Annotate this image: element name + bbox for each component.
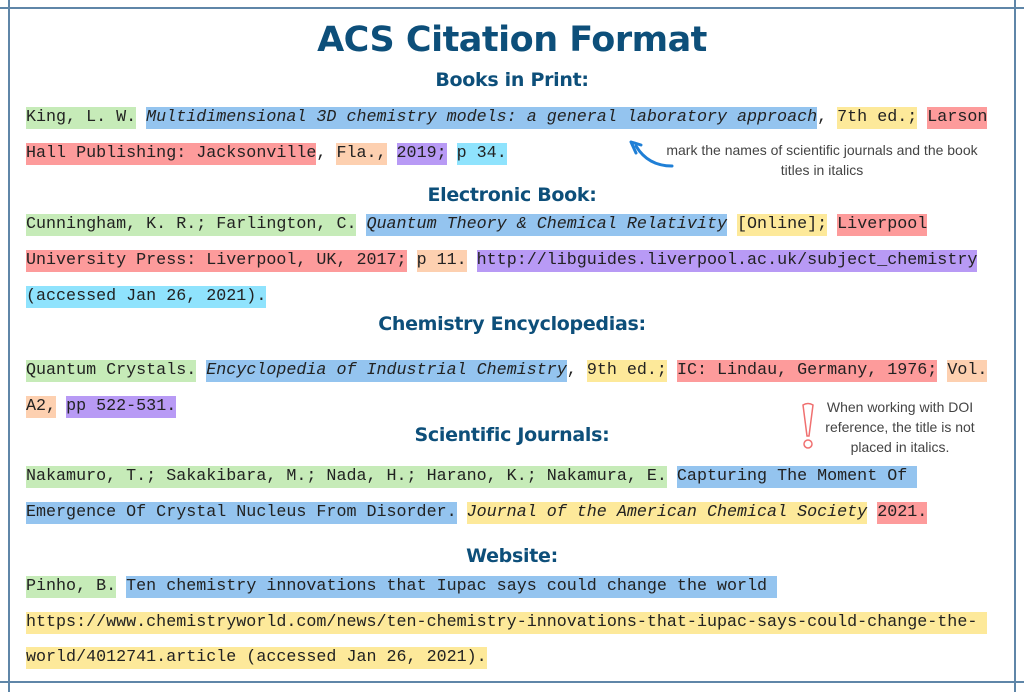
heading-books-in-print: Books in Print: (435, 69, 589, 91)
citation-line: Cunningham, K. R.; Farlington, C. Quantu… (26, 214, 928, 236)
citation-line: https://www.chemistryworld.com/news/ten-… (26, 612, 988, 634)
citation-segment: Cunningham, K. R.; Farlington, C. (26, 214, 357, 236)
citation-segment: IC: Lindau, Germany, 1976; (676, 360, 938, 382)
citation-segment: Journal of the American Chemical Society (466, 502, 868, 524)
citation-segment: 9th ed.; (586, 360, 667, 382)
separator: , (316, 144, 337, 163)
citation-segment: p 34. (456, 143, 507, 165)
citation-line: King, L. W. Multidimensional 3D chemistr… (26, 107, 988, 129)
heading-scientific-journals: Scientific Journals: (414, 424, 610, 446)
heading-chemistry-encyclopedias: Chemistry Encyclopedias: (378, 313, 646, 335)
citation-segment: Ten chemistry innovations that Iupac say… (126, 576, 778, 598)
citation-segment: Quantum Theory & Chemical Relativity (366, 214, 727, 236)
citation-segment: Quantum Crystals. (26, 360, 197, 382)
citation-segment: University Press: Liverpool, UK, 2017; (26, 250, 407, 272)
citation-line: Nakamuro, T.; Sakakibara, M.; Nada, H.; … (26, 466, 918, 488)
citation-segment: Vol. (947, 360, 988, 382)
frame-top-line (0, 7, 1024, 9)
separator (867, 502, 877, 524)
separator (917, 107, 927, 129)
doi-note: When working with DOI reference, the tit… (825, 399, 975, 455)
separator (667, 360, 677, 382)
citation-line: University Press: Liverpool, UK, 2017; p… (26, 250, 978, 272)
citation-segment: Capturing The Moment Of (676, 466, 918, 488)
separator (667, 466, 677, 488)
separator (447, 143, 457, 165)
citation-segment: Emergence Of Crystal Nucleus From Disord… (26, 502, 457, 524)
italics-note: mark the names of scientific journals an… (666, 142, 978, 178)
citation-segment: Fla., (336, 143, 387, 165)
frame-left-line (8, 0, 10, 692)
separator: , (566, 361, 587, 380)
citation-segment: Encyclopedia of Industrial Chemistry (206, 360, 567, 382)
citation-segment: King, L. W. (26, 107, 137, 129)
separator (937, 360, 947, 382)
citation-line: (accessed Jan 26, 2021). (26, 286, 267, 308)
separator (356, 214, 366, 236)
frame-bottom-line (0, 681, 1024, 683)
citation-line: Quantum Crystals. Encyclopedia of Indust… (26, 360, 988, 382)
citation-segment: (accessed Jan 26, 2021). (26, 286, 267, 308)
separator (727, 214, 737, 236)
separator (196, 360, 206, 382)
separator (827, 214, 837, 236)
citation-line: A2, pp 522-531. (26, 396, 177, 418)
citation-segment: Pinho, B. (26, 576, 117, 598)
citation-segment: 2019; (396, 143, 447, 165)
citation-segment: Liverpool (837, 214, 928, 236)
citation-segment: Larson (927, 107, 988, 129)
citation-segment: 7th ed.; (837, 107, 918, 129)
citation-segment: http://libguides.liverpool.ac.uk/subject… (476, 250, 978, 272)
citation-line: Emergence Of Crystal Nucleus From Disord… (26, 502, 928, 524)
citation-line: Pinho, B. Ten chemistry innovations that… (26, 576, 778, 598)
separator (387, 143, 397, 165)
separator (136, 107, 146, 129)
citation-segment: [Online]; (737, 214, 828, 236)
curved-arrow-icon (629, 140, 674, 168)
separator (407, 250, 417, 272)
citation-segment: Multidimensional 3D chemistry models: a … (146, 107, 818, 129)
separator (116, 576, 126, 598)
citation-segment: Nakamuro, T.; Sakakibara, M.; Nada, H.; … (26, 466, 667, 488)
citation-segment: Hall Publishing: Jacksonville (26, 143, 317, 165)
separator: , (817, 108, 838, 127)
citation-segment: pp 522-531. (66, 396, 177, 418)
citation-line: world/4012741.article (accessed Jan 26, … (26, 647, 487, 669)
citation-line: Hall Publishing: Jacksonville, Fla., 201… (26, 143, 507, 165)
separator (467, 250, 477, 272)
citation-segment: A2, (26, 396, 57, 418)
separator (457, 502, 467, 524)
heading-electronic-book: Electronic Book: (427, 184, 597, 206)
citation-segment: https://www.chemistryworld.com/news/ten-… (26, 612, 988, 634)
exclamation-icon (802, 402, 814, 449)
citation-segment: p 11. (416, 250, 467, 272)
heading-website: Website: (466, 545, 558, 567)
citation-segment: 2021. (877, 502, 928, 524)
citation-segment: world/4012741.article (accessed Jan 26, … (26, 647, 487, 669)
frame-right-line (1014, 0, 1016, 692)
separator (56, 396, 66, 418)
page-title: ACS Citation Format (317, 20, 707, 60)
